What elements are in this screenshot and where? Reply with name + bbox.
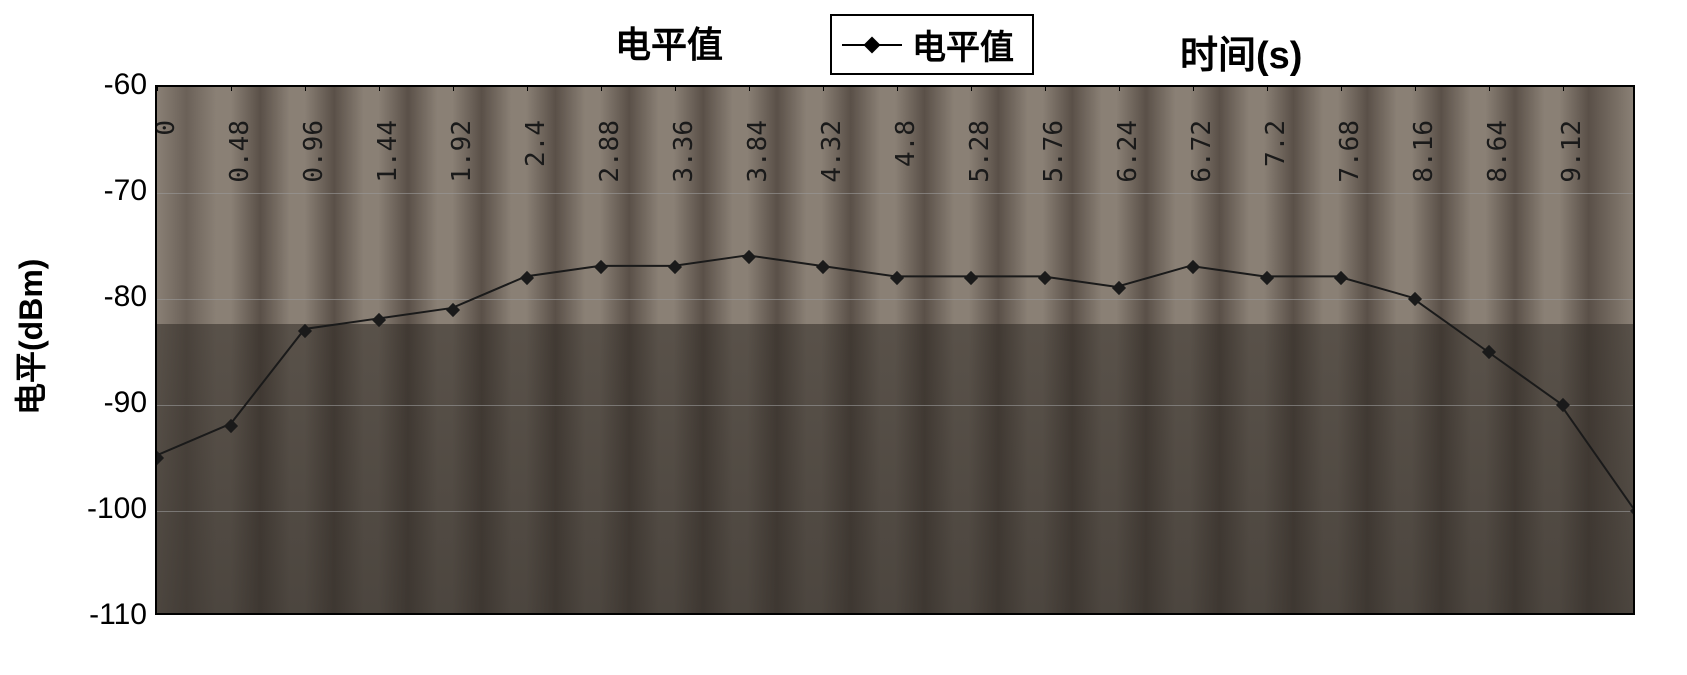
y-tick-label: -110 [27,598,147,632]
legend-label: 电平值 [912,20,1014,69]
y-tick-label: -100 [27,492,147,526]
y-tick-label: -80 [27,280,147,314]
legend-marker-icon [864,36,881,53]
legend-line-sample [842,44,902,46]
chart-container: 电平值 电平值 时间(s) 电平(dBm) -60-70-80-90-100-1… [0,0,1687,675]
x-axis-title: 时间(s) [1180,24,1302,79]
chart-title: 电平值 [615,16,723,68]
y-tick-label: -60 [27,68,147,102]
legend: 电平值 [830,14,1034,75]
data-line [157,87,1633,613]
y-tick-label: -90 [27,386,147,420]
plot-area: 00.480.961.441.922.42.883.363.844.324.85… [155,85,1635,615]
y-tick-label: -70 [27,174,147,208]
series-line [157,255,1633,507]
header-row: 电平值 电平值 时间(s) [0,8,1687,78]
